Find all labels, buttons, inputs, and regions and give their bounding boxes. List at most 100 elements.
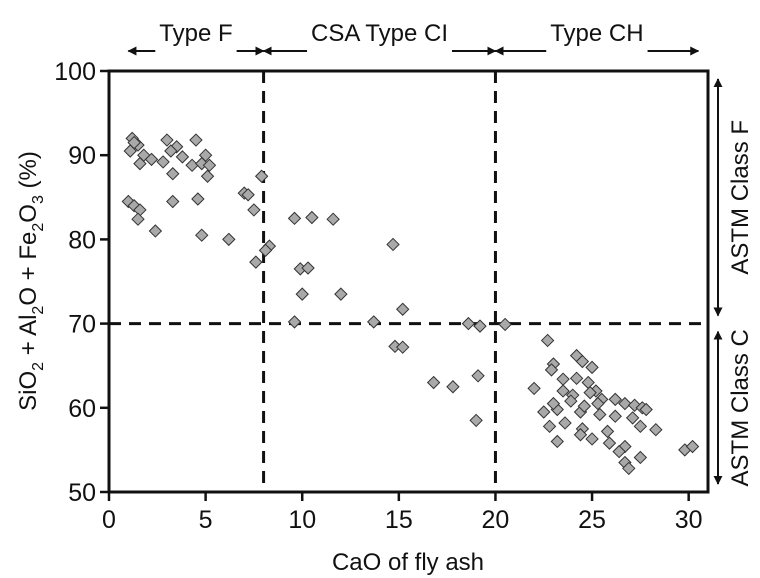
data-point (301, 261, 315, 275)
data-point (189, 133, 203, 147)
data-point (469, 413, 483, 428)
data-point (498, 317, 512, 332)
x-axis-ticks: 0 5 10 15 20 25 30 (102, 492, 703, 534)
y-tick-label: 70 (68, 311, 96, 339)
y-axis-title: SiO2 + Al2O + Fe2O3 (%) (15, 151, 47, 411)
data-point (367, 315, 381, 329)
data-point (612, 444, 626, 459)
data-point (585, 360, 599, 375)
data-point (633, 419, 648, 434)
data-point (649, 422, 663, 437)
x-tick-label: 10 (288, 506, 316, 534)
y-tick-label: 100 (54, 58, 96, 86)
data-point (585, 432, 599, 446)
data-point (175, 150, 190, 164)
label-mask (155, 47, 237, 55)
x-axis-title: CaO of fly ash (332, 549, 484, 576)
data-point (148, 224, 163, 238)
data-point (395, 340, 410, 354)
y-tick-label: 50 (68, 479, 96, 507)
data-point (133, 156, 147, 171)
data-point (608, 392, 622, 407)
data-point (575, 354, 590, 369)
data-point (544, 363, 559, 377)
y-tick-label: 60 (68, 395, 96, 423)
data-point (241, 188, 255, 202)
range-label-csa-type-ci: CSA Type CI (311, 20, 448, 47)
data-point (164, 144, 178, 158)
data-point (127, 135, 141, 150)
data-point (222, 232, 236, 247)
data-point (558, 416, 572, 430)
data-point (287, 211, 302, 226)
data-point (556, 384, 570, 398)
data-point (577, 399, 592, 413)
data-point (600, 424, 615, 439)
range-label-astm-class-f: ASTM Class F (727, 120, 754, 275)
data-point (593, 407, 607, 422)
data-point (685, 439, 700, 454)
x-tick-label: 0 (102, 506, 116, 534)
x-tick-label: 5 (199, 506, 213, 534)
data-point (326, 212, 340, 226)
data-point (591, 396, 605, 411)
data-point (131, 212, 145, 226)
data-point (602, 436, 617, 450)
label-mask (546, 47, 648, 55)
label-mask (307, 47, 453, 55)
top-range-annotations: Type F CSA Type CI Type CH (127, 20, 700, 56)
data-point (542, 419, 557, 434)
data-point (287, 315, 302, 329)
data-point (556, 372, 570, 386)
x-tick-label: 30 (675, 506, 703, 534)
data-point (461, 316, 476, 331)
data-point (202, 158, 217, 173)
x-tick-label: 15 (385, 506, 413, 534)
data-point (564, 394, 578, 408)
data-point (386, 237, 400, 252)
range-label-type-ch: Type CH (550, 20, 643, 47)
data-point (608, 409, 622, 423)
data-point (185, 158, 199, 173)
data-point (295, 287, 309, 301)
data-point (160, 133, 174, 147)
data-point (249, 255, 263, 269)
data-point (200, 169, 215, 183)
data-point (305, 210, 319, 225)
data-point (633, 450, 648, 465)
data-point (639, 402, 653, 417)
data-point (550, 434, 564, 449)
data-point (546, 396, 561, 411)
data-point (247, 203, 261, 217)
data-point (573, 428, 588, 442)
range-label-type-f: Type F (159, 20, 232, 47)
y-axis-ticks: 50 60 70 80 90 100 (54, 58, 109, 507)
data-point (334, 287, 348, 301)
data-point (569, 371, 584, 386)
data-point (254, 169, 269, 183)
data-point (395, 302, 410, 316)
x-tick-label: 25 (578, 506, 606, 534)
data-point (166, 194, 180, 209)
x-tick-label: 20 (482, 506, 510, 534)
data-point (195, 228, 209, 242)
range-label-astm-class-c: ASTM Class C (727, 329, 754, 486)
y-tick-label: 90 (68, 142, 96, 170)
data-point (527, 381, 541, 396)
data-point (258, 243, 273, 258)
data-point (618, 396, 632, 411)
data-point (198, 148, 213, 162)
data-point (471, 369, 485, 383)
data-point (156, 155, 170, 169)
y-tick-label: 80 (68, 226, 96, 254)
plot-frame (107, 69, 710, 494)
data-point (166, 167, 180, 181)
data-point (625, 411, 640, 425)
data-point (191, 192, 205, 206)
data-point (426, 375, 441, 390)
data-points (121, 131, 700, 476)
data-point (583, 385, 597, 400)
data-point (581, 375, 595, 390)
data-point (446, 380, 460, 394)
